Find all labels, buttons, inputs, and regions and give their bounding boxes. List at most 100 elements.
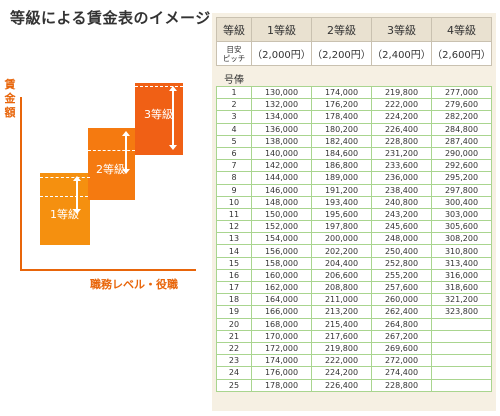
pitch-row: 目安 ピッチ （2,000円） （2,200円） （2,400円） （2,600… <box>216 41 492 66</box>
step-number-label: 号俸 <box>224 75 244 86</box>
table-row: 19 166,000 213,200 262,400 323,800 <box>216 305 492 319</box>
table-row: 22 172,000 219,800 269,600 <box>216 341 492 356</box>
step-number-cell: 8 <box>216 171 252 185</box>
table-row: 20 168,000 215,400 264,800 <box>216 317 492 331</box>
salary-cell: 274,400 <box>371 366 432 380</box>
salary-cell: 243,200 <box>371 207 432 222</box>
salary-cell <box>431 354 492 368</box>
table-row: 8 144,000 189,000 236,000 295,200 <box>216 171 492 185</box>
overlap-dashed-line <box>40 196 88 197</box>
y-axis-label: 賃 金 額 <box>3 78 17 120</box>
salary-cell: 313,400 <box>431 256 492 270</box>
step-number-cell: 25 <box>216 378 252 392</box>
salary-cell: 162,000 <box>251 280 312 295</box>
salary-cell: 316,000 <box>431 268 492 283</box>
y-axis-line <box>20 97 22 270</box>
table-row: 1 130,000 174,000 219,800 277,000 <box>216 85 492 100</box>
overlap-dashed-line <box>135 86 183 87</box>
salary-cell: 240,800 <box>371 195 432 209</box>
target-pitch-label-line: ピッチ <box>222 53 246 63</box>
header-cell: 等級 <box>216 17 252 42</box>
salary-cell: 136,000 <box>251 122 312 136</box>
salary-cell <box>431 329 492 343</box>
step-number-cell: 18 <box>216 293 252 307</box>
table-row: 18 164,000 211,000 260,000 321,200 <box>216 293 492 307</box>
salary-cell: 250,400 <box>371 244 432 258</box>
table-row: 16 160,000 206,600 255,200 316,000 <box>216 268 492 283</box>
salary-cell: 224,200 <box>371 110 432 124</box>
salary-cell: 318,600 <box>431 280 492 295</box>
salary-cell: 156,000 <box>251 244 312 258</box>
salary-cell: 200,000 <box>311 232 372 246</box>
salary-cell: 182,400 <box>311 134 372 148</box>
overlap-dashed-line <box>40 177 90 178</box>
salary-cell: 303,000 <box>431 207 492 222</box>
salary-cell: 282,200 <box>431 110 492 124</box>
salary-cell: 260,000 <box>371 293 432 307</box>
overlap-dashed-line <box>88 150 135 151</box>
salary-cell: 138,000 <box>251 134 312 148</box>
step-number-cell: 22 <box>216 341 252 356</box>
salary-cell: 191,200 <box>311 183 372 197</box>
salary-cell: 142,000 <box>251 159 312 173</box>
salary-cell: 272,000 <box>371 354 432 368</box>
step-number-cell: 6 <box>216 146 252 161</box>
y-axis-label-char: 金 <box>4 92 16 105</box>
target-pitch-label: 目安 ピッチ <box>216 41 252 66</box>
salary-cell <box>431 341 492 356</box>
table-row: 2 132,000 176,200 222,000 279,600 <box>216 98 492 112</box>
step-number-cell: 11 <box>216 207 252 222</box>
salary-cell: 277,000 <box>431 85 492 100</box>
salary-cell: 211,000 <box>311 293 372 307</box>
step-number-cell: 15 <box>216 256 252 270</box>
salary-cell: 257,600 <box>371 280 432 295</box>
salary-cell: 215,400 <box>311 317 372 331</box>
salary-cell: 158,000 <box>251 256 312 270</box>
salary-cell: 305,600 <box>431 220 492 234</box>
table-row: 14 156,000 202,200 250,400 310,800 <box>216 244 492 258</box>
salary-cell: 176,000 <box>251 366 312 380</box>
pitch-cell: （2,200円） <box>311 41 372 66</box>
salary-cell: 189,000 <box>311 171 372 185</box>
table-row: 3 134,000 178,400 224,200 282,200 <box>216 110 492 124</box>
salary-cell: 323,800 <box>431 305 492 319</box>
table-row: 15 158,000 204,400 252,800 313,400 <box>216 256 492 270</box>
range-arrow-icon <box>122 131 130 174</box>
step-number-cell: 14 <box>216 244 252 258</box>
step-number-cell: 17 <box>216 280 252 295</box>
salary-cell: 300,400 <box>431 195 492 209</box>
salary-cell: 236,000 <box>371 171 432 185</box>
salary-cell: 130,000 <box>251 85 312 100</box>
salary-cell: 238,400 <box>371 183 432 197</box>
salary-cell <box>431 317 492 331</box>
step-number-cell: 12 <box>216 220 252 234</box>
table-row: 9 146,000 191,200 238,400 297,800 <box>216 183 492 197</box>
step-number-cell: 9 <box>216 183 252 197</box>
salary-cell: 287,400 <box>431 134 492 148</box>
step-number-cell: 23 <box>216 354 252 368</box>
step-number-cell: 16 <box>216 268 252 283</box>
salary-cell: 180,200 <box>311 122 372 136</box>
step-number-cell: 10 <box>216 195 252 209</box>
salary-cell: 140,000 <box>251 146 312 161</box>
grade-1-label: 1等級 <box>50 208 79 221</box>
target-pitch-label-line: 目安 <box>226 44 242 54</box>
salary-cell: 148,000 <box>251 195 312 209</box>
step-number-cell: 20 <box>216 317 252 331</box>
table-row: 11 150,000 195,600 243,200 303,000 <box>216 207 492 222</box>
grade-header-row: 等級 1等級 2等級 3等級 4等級 <box>216 17 492 42</box>
x-axis-label: 職務レベル・役職 <box>90 278 178 291</box>
salary-cell: 202,200 <box>311 244 372 258</box>
step-number-cell: 21 <box>216 329 252 343</box>
salary-cell: 222,000 <box>311 354 372 368</box>
pitch-cell: （2,000円） <box>251 41 312 66</box>
page-title: 等級による賃金表のイメージ <box>10 9 211 27</box>
salary-cell <box>431 378 492 392</box>
salary-cell: 217,600 <box>311 329 372 343</box>
header-cell: 3等級 <box>371 17 432 42</box>
salary-cell: 255,200 <box>371 268 432 283</box>
salary-table-body: 1 130,000 174,000 219,800 277,000 2 132,000 176… <box>216 85 492 392</box>
salary-cell: 195,600 <box>311 207 372 222</box>
salary-cell: 321,200 <box>431 293 492 307</box>
salary-table-header: 等級 1等級 2等級 3等級 4等級 目安 ピッチ （2,000円） （2,20… <box>216 17 492 66</box>
